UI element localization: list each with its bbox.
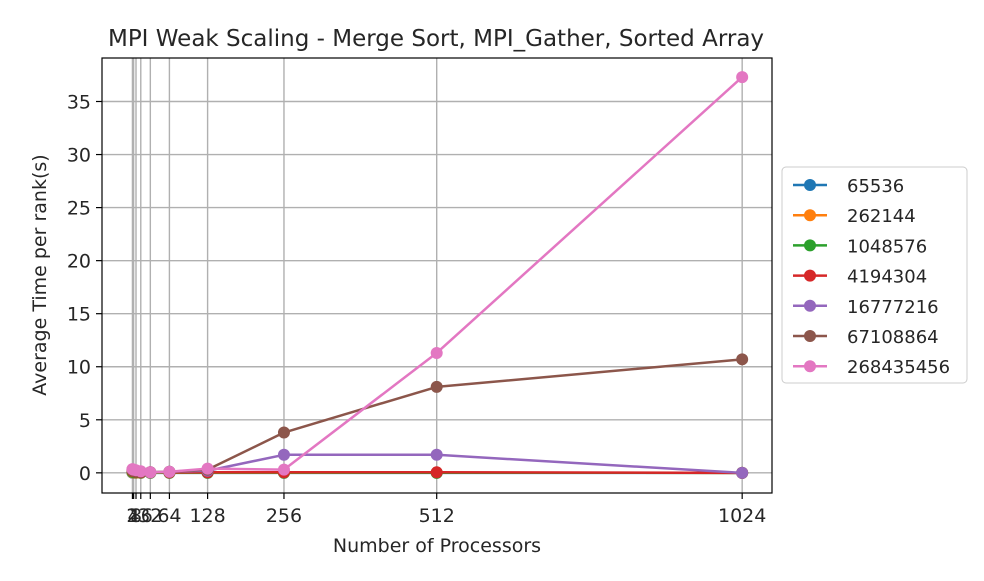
data-point [278, 449, 290, 461]
legend-label: 1048576 [847, 236, 927, 257]
data-point [278, 464, 290, 476]
legend-label: 4194304 [847, 267, 927, 288]
grid [102, 58, 772, 493]
legend-label: 65536 [847, 176, 904, 197]
chart-title: MPI Weak Scaling - Merge Sort, MPI_Gathe… [108, 26, 764, 52]
x-tick-label: 512 [419, 505, 455, 527]
legend-label: 262144 [847, 206, 916, 227]
legend-marker [804, 239, 816, 251]
y-tick-label: 15 [67, 304, 91, 326]
data-point [431, 347, 443, 359]
data-point [736, 467, 748, 479]
data-point [431, 381, 443, 393]
x-tick-label: 256 [266, 505, 302, 527]
y-tick-label: 30 [67, 145, 91, 167]
y-tick-label: 5 [79, 410, 91, 432]
data-point [431, 466, 443, 478]
data-point [202, 463, 214, 475]
data-point [278, 427, 290, 439]
y-tick-label: 0 [79, 463, 91, 485]
x-tick-label: 128 [189, 505, 225, 527]
x-tick-label: 1024 [718, 505, 766, 527]
y-tick-label: 10 [67, 357, 91, 379]
y-tick-label: 20 [67, 251, 91, 273]
legend-marker [804, 209, 816, 221]
y-axis-title: Average Time per rank(s) [29, 154, 51, 395]
legend-marker [804, 270, 816, 282]
legend-label: 16777216 [847, 297, 939, 318]
data-point [736, 71, 748, 83]
legend-marker [804, 179, 816, 191]
x-axis-title: Number of Processors [333, 535, 541, 557]
legend-label: 268435456 [847, 357, 950, 378]
legend-marker [804, 300, 816, 312]
legend-label: 67108864 [847, 327, 939, 348]
y-tick-label: 35 [67, 92, 91, 114]
y-tick-label: 25 [67, 198, 91, 220]
data-point [163, 466, 175, 478]
data-point [431, 449, 443, 461]
data-point [736, 353, 748, 365]
x-tick-label: 64 [157, 505, 181, 527]
legend-marker [804, 330, 816, 342]
data-point [144, 466, 156, 478]
legend: 65536 262144 1048576 4194304 16777216 6710886… [782, 167, 967, 383]
legend-marker [804, 360, 816, 372]
